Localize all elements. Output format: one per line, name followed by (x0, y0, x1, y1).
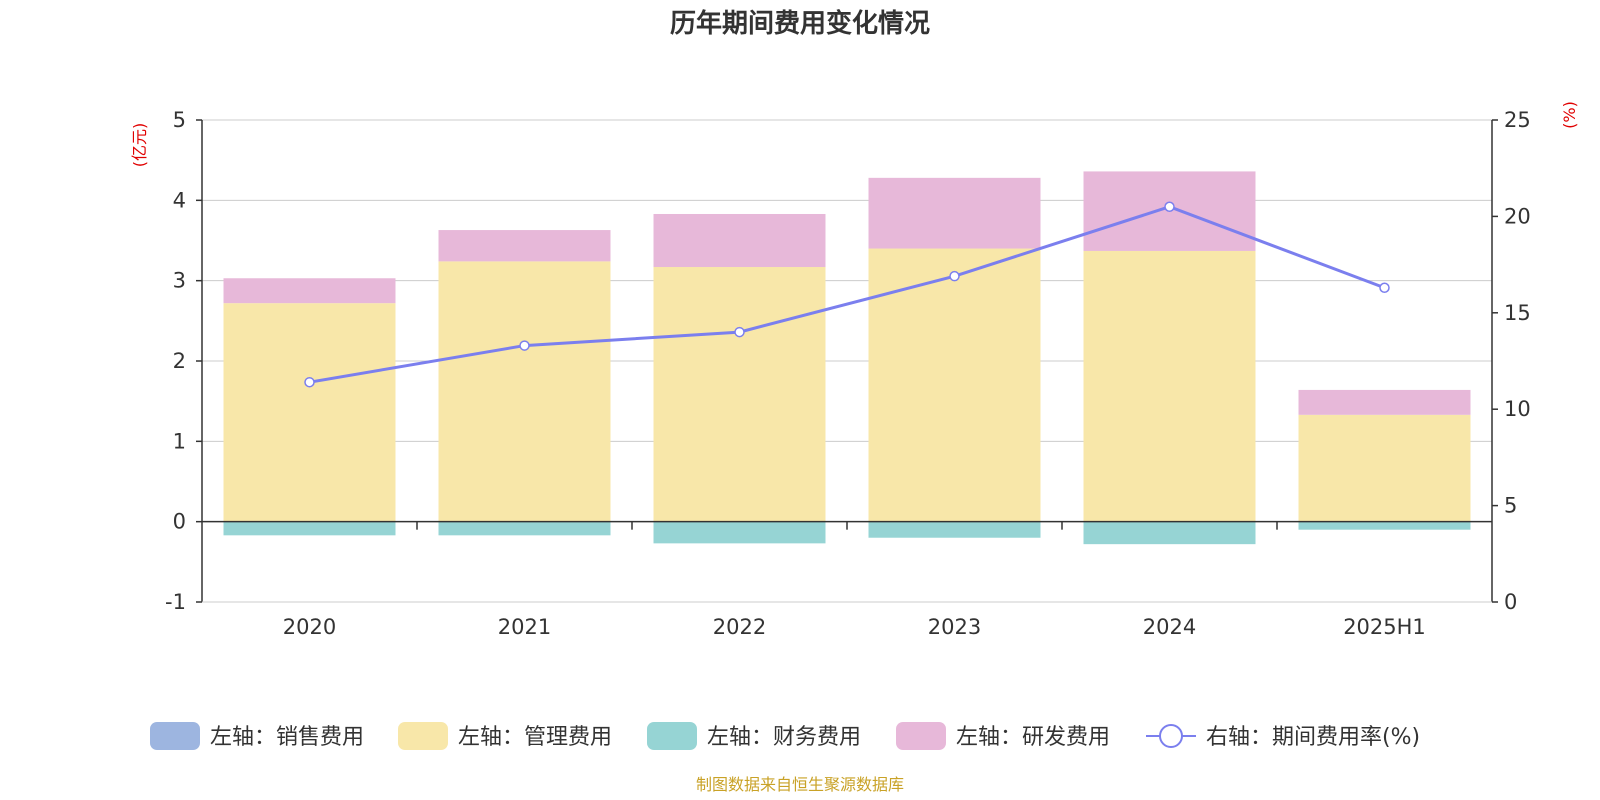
bar-segment (868, 177, 1041, 249)
bars-layer (223, 171, 1471, 545)
category-label: 2023 (928, 615, 981, 639)
legend: 左轴：销售费用 左轴：管理费用 左轴：财务费用 左轴：研发费用 右轴：期间费用率(%) (150, 722, 1420, 750)
left-tick-label: 4 (173, 188, 186, 212)
bar-segment (653, 521, 826, 544)
category-label: 2024 (1143, 615, 1196, 639)
bar-segment (1083, 250, 1256, 522)
rate-point (1164, 201, 1175, 213)
rate-line (309, 205, 1386, 384)
left-tick-label: 3 (173, 269, 186, 293)
bar-segment (438, 261, 611, 522)
right-tick-label: 0 (1504, 590, 1517, 614)
bar-segment (438, 230, 611, 262)
rate-point (304, 376, 315, 388)
left-tick-label: -1 (165, 590, 186, 614)
bar-segment (868, 521, 1041, 538)
legend-label: 左轴：研发费用 (956, 725, 1110, 750)
bar-segment (223, 278, 396, 304)
bar-segment (653, 213, 826, 268)
left-tick-label: 5 (173, 108, 186, 132)
line-layer (304, 201, 1390, 388)
legend-label: 左轴：管理费用 (458, 725, 612, 750)
left-axis-unit: (亿元) (130, 123, 149, 168)
chart-title: 历年期间费用变化情况 (670, 8, 930, 39)
bar-segment (1298, 521, 1471, 530)
legend-label: 右轴：期间费用率(%) (1206, 725, 1420, 750)
data-source-note: 制图数据来自恒生聚源数据库 (696, 775, 904, 794)
rate-point (734, 326, 745, 338)
legend-label: 左轴：销售费用 (210, 725, 364, 750)
category-label: 2020 (283, 615, 336, 639)
bar-segment (438, 521, 611, 536)
legend-swatch (150, 722, 200, 750)
bar-segment (653, 267, 826, 522)
left-tick-label: 1 (173, 429, 186, 453)
rate-point (519, 340, 530, 351)
bar-segment (868, 248, 1041, 522)
left-tick-label: 0 (173, 510, 186, 534)
rate-point (1379, 282, 1390, 293)
axes-layer: -1 0 1 2 3 4 5 0 5 10 15 20 25 2020 2021 2022 2023 2024 20… (165, 108, 1531, 639)
right-tick-label: 25 (1504, 108, 1531, 132)
legend-label: 左轴：财务费用 (707, 725, 861, 750)
legend-swatch (647, 722, 697, 750)
legend-swatch (398, 722, 448, 750)
right-axis-unit: (%) (1560, 101, 1579, 129)
bar-segment (1298, 389, 1471, 415)
right-tick-label: 5 (1504, 494, 1517, 518)
left-tick-label: 2 (173, 349, 186, 373)
category-label: 2022 (713, 615, 766, 639)
legend-swatch (896, 722, 946, 750)
bar-segment (1298, 414, 1471, 522)
legend-marker (1159, 724, 1183, 748)
category-label: 2021 (498, 615, 551, 639)
right-tick-label: 20 (1504, 204, 1531, 228)
bar-segment (1083, 521, 1256, 545)
bar-segment (223, 303, 396, 522)
right-tick-label: 15 (1504, 301, 1531, 325)
rate-point (949, 270, 960, 282)
category-label: 2025H1 (1343, 615, 1426, 639)
right-tick-label: 10 (1504, 397, 1531, 421)
bar-segment (223, 521, 396, 536)
